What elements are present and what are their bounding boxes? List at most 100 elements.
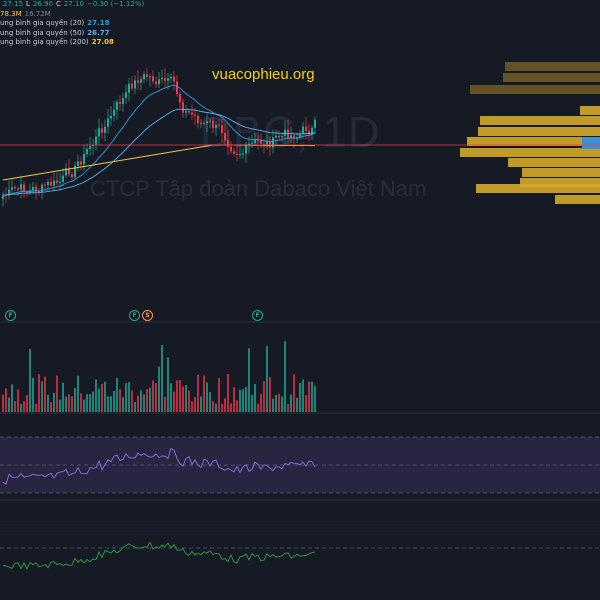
- candle-body: [44, 184, 46, 186]
- financial-event-icon[interactable]: F: [5, 310, 16, 321]
- volume-bar: [203, 375, 205, 412]
- volume-bar: [50, 402, 52, 412]
- candle-body: [41, 184, 43, 193]
- volume-bar: [182, 386, 184, 412]
- volume-bar: [17, 389, 19, 412]
- candle-body: [17, 188, 19, 190]
- ma50-label: ung bình gia quyền (50): [0, 28, 85, 37]
- site-watermark: vuacophieu.org: [212, 66, 315, 83]
- volume-bar: [305, 395, 307, 412]
- candle-body: [32, 186, 34, 191]
- volume-bar: [230, 403, 232, 412]
- volume-row: 78.3M 16.72M: [0, 10, 144, 20]
- candle-body: [98, 128, 100, 137]
- ohlc-low: 26.90: [32, 0, 53, 8]
- volume-bar: [299, 382, 301, 412]
- volume-bar: [83, 399, 85, 412]
- candle-body: [185, 111, 187, 113]
- volume-bar: [251, 394, 253, 412]
- ma50-row[interactable]: ung bình gia quyền (50) 26.77: [0, 29, 144, 39]
- candle-body: [152, 76, 154, 82]
- volume-profile-bar: [580, 106, 600, 115]
- volume-bar: [8, 397, 10, 412]
- candle-body: [158, 79, 160, 85]
- volume-bar: [194, 396, 196, 412]
- candle-body: [212, 120, 214, 128]
- ma20-row[interactable]: ung bình gia quyền (20) 27.18: [0, 19, 144, 29]
- candle-body: [5, 194, 7, 196]
- financial-event-icon[interactable]: F: [129, 310, 140, 321]
- volume-bar: [80, 393, 82, 412]
- candle-body: [65, 168, 67, 176]
- candle-body: [215, 124, 217, 128]
- volume-bar: [155, 382, 157, 412]
- candle-body: [203, 122, 205, 124]
- volume-bar: [32, 377, 34, 412]
- candle-body: [272, 137, 274, 148]
- ma200-row[interactable]: ung bình gia quyền (200) 27.08: [0, 38, 144, 48]
- split-event-icon[interactable]: S: [142, 310, 153, 321]
- volume-bar: [101, 383, 103, 412]
- company-watermark: CTCP Tập đoàn Dabaco Việt Nam: [90, 176, 427, 201]
- volume-bar: [137, 395, 139, 412]
- volume-bar: [152, 380, 154, 412]
- ohlc-close: 27.10: [63, 0, 84, 8]
- candle-body: [197, 115, 199, 124]
- volume-bar: [41, 381, 43, 412]
- candle-body: [50, 181, 52, 186]
- volume-bar: [59, 399, 61, 412]
- candle-body: [164, 77, 166, 81]
- candle-body: [233, 151, 235, 154]
- candle-body: [200, 122, 202, 124]
- candle-body: [194, 114, 196, 116]
- volume-bar: [302, 379, 304, 412]
- candle-body: [146, 74, 148, 77]
- volume-bar: [86, 394, 88, 412]
- candle-body: [275, 135, 277, 138]
- ma50-value: 26.77: [87, 28, 110, 37]
- ma50-line: [3, 108, 316, 196]
- candle-body: [191, 112, 193, 115]
- candle-body: [20, 184, 22, 190]
- candle-body: [74, 165, 76, 178]
- volume-bar: [185, 385, 187, 412]
- volume-bar: [149, 387, 151, 412]
- candle-body: [308, 130, 310, 135]
- candle-body: [8, 189, 10, 196]
- candle-body: [254, 139, 256, 143]
- candle-body: [80, 161, 82, 165]
- volume-bar: [104, 381, 106, 412]
- volume-bar: [266, 345, 268, 412]
- volume-bar: [311, 381, 313, 412]
- volume-bar: [224, 398, 226, 412]
- volume-bar: [5, 388, 7, 412]
- candle-body: [236, 153, 238, 155]
- candle-body: [38, 191, 40, 193]
- volume-bar: [110, 396, 112, 412]
- candle-body: [257, 139, 259, 141]
- candle-body: [143, 74, 145, 80]
- candle-body: [209, 120, 211, 122]
- volume-bar: [128, 382, 130, 412]
- ohlc-change: −0.30 (−1.12%): [86, 0, 145, 8]
- candle-body: [242, 153, 244, 155]
- volume-bar: [92, 391, 94, 412]
- candle-body: [266, 141, 268, 147]
- volume-profile-bar: [505, 62, 600, 71]
- candle-body: [293, 135, 295, 140]
- volume-bar: [167, 357, 169, 412]
- candle-body: [104, 126, 106, 133]
- financial-event-icon[interactable]: F: [252, 310, 263, 321]
- candle-body: [221, 125, 223, 134]
- ma200-label: ung bình gia quyền (200): [0, 38, 89, 46]
- volume-bar: [95, 379, 97, 412]
- volume-bar: [233, 387, 235, 412]
- candle-body: [62, 175, 64, 182]
- candle-body: [155, 81, 157, 85]
- candle-body: [173, 76, 175, 82]
- volume-bar: [77, 375, 79, 412]
- ma20-label: ung bình gia quyền (20): [0, 19, 85, 27]
- volume-bar: [134, 401, 136, 412]
